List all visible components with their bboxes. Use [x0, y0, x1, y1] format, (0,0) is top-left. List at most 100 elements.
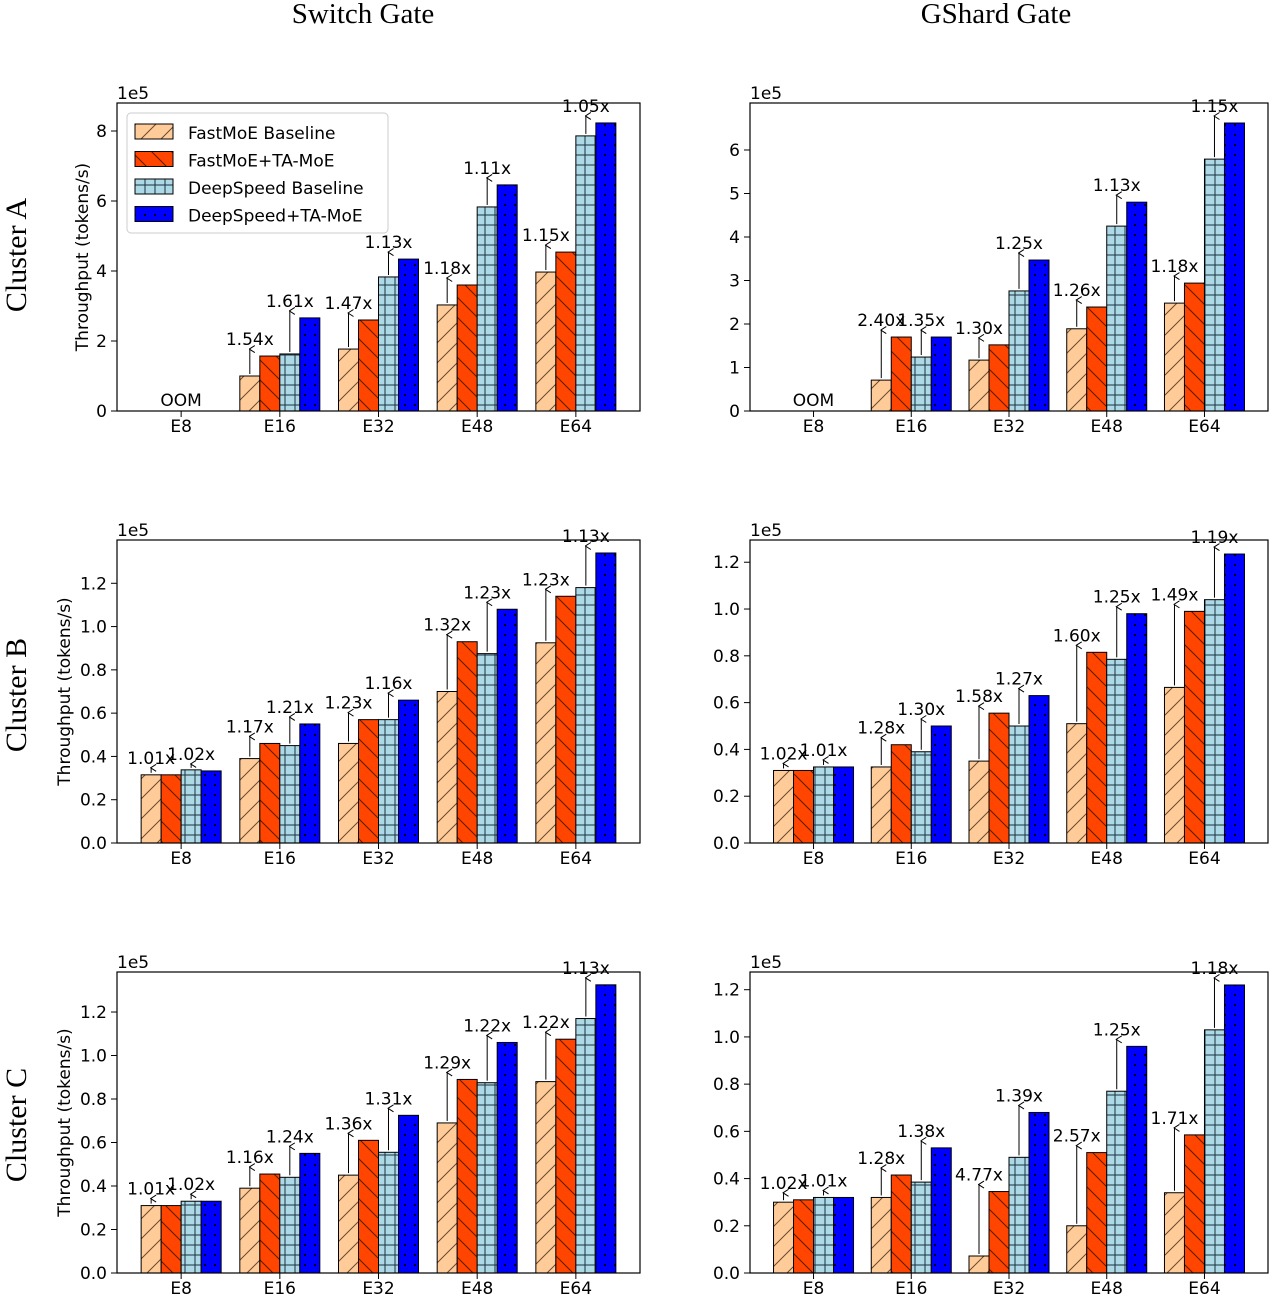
x-tick-label: E32 [362, 417, 394, 437]
bar-fastmoe-ta-moe-e48 [456, 284, 478, 412]
bar-fastmoe-baseline-e64 [535, 271, 557, 412]
offset-label: 1e5 [117, 84, 149, 104]
bar-deepspeed-ta-moe-e8 [200, 770, 222, 844]
bar-fastmoe-ta-moe-e48 [456, 641, 478, 844]
bar-fastmoe-ta-moe-e32 [988, 1191, 1010, 1274]
y-tick-label: 1.0 [80, 1047, 107, 1067]
x-tick-label: E8 [170, 417, 192, 437]
y-tick-label: 1.2 [713, 981, 740, 1001]
bar-deepspeed-baseline-e64 [1203, 158, 1225, 412]
speedup-label-fastmoe: 1.54x [226, 330, 274, 350]
y-tick-label: 0.6 [713, 694, 740, 714]
x-tick-label: E64 [1188, 1279, 1220, 1295]
speedup-label-fastmoe: 1.18x [1151, 257, 1199, 277]
x-tick-label: E48 [1091, 849, 1123, 869]
speedup-label-fastmoe: 1.02x [760, 744, 808, 764]
bar-deepspeed-ta-moe-e8 [833, 766, 855, 844]
bar-fastmoe-baseline-e48 [436, 691, 458, 844]
offset-label: 1e5 [117, 521, 149, 541]
bar-deepspeed-baseline-e64 [1203, 599, 1225, 844]
bar-deepspeed-ta-moe-e48 [1126, 1045, 1148, 1274]
bar-deepspeed-baseline-e16 [910, 356, 932, 412]
bar-fastmoe-ta-moe-e16 [259, 355, 281, 412]
x-tick-label: E32 [362, 1279, 394, 1295]
offset-label: 1e5 [750, 84, 782, 104]
y-tick-label: 0.8 [713, 647, 740, 667]
y-tick-label: 1.2 [80, 574, 107, 594]
bar-fastmoe-ta-moe-e64 [1183, 610, 1205, 844]
bar-fastmoe-ta-moe-e64 [555, 1038, 577, 1274]
bar-deepspeed-ta-moe-e16 [930, 725, 952, 844]
x-tick-label: E8 [803, 417, 825, 437]
subplot-6: 1.02x 1.28x 4.77x 2.57x 1.71x 1.01x 1.38x 1.39x… [713, 953, 1269, 1295]
bar-fastmoe-ta-moe-e16 [259, 742, 281, 844]
y-tick-label: 5 [729, 184, 740, 204]
speedup-label-deepspeed: 1.13x [562, 959, 610, 979]
speedup-label-fastmoe: 2.40x [857, 311, 905, 331]
bar-fastmoe-baseline-e32 [968, 359, 990, 412]
bar-fastmoe-ta-moe-e16 [890, 744, 912, 844]
speedup-label-deepspeed: 1.01x [800, 1171, 848, 1191]
bar-fastmoe-baseline-e48 [436, 304, 458, 412]
bar-deepspeed-baseline-e32 [1008, 290, 1030, 412]
svg-text:DeepSpeed Baseline: DeepSpeed Baseline [188, 179, 364, 199]
y-tick-label: 0.2 [80, 1221, 107, 1241]
bar-deepspeed-baseline-e64 [575, 1018, 597, 1274]
bar-deepspeed-baseline-e32 [1008, 1156, 1030, 1274]
speedup-label-fastmoe: 1.60x [1053, 626, 1101, 646]
svg-text:FastMoE Baseline: FastMoE Baseline [188, 124, 335, 144]
speedup-label-fastmoe: 1.49x [1151, 585, 1199, 605]
speedup-label-fastmoe: 4.77x [955, 1166, 1003, 1186]
x-tick-label: E8 [170, 1279, 192, 1295]
bar-fastmoe-ta-moe-e48 [1086, 651, 1108, 844]
speedup-label-deepspeed: 1.27x [995, 670, 1043, 690]
bar-fastmoe-baseline-e64 [1163, 302, 1185, 412]
oom-label: OOM [160, 391, 201, 411]
speedup-label-deepspeed: 1.02x [167, 1175, 215, 1195]
bar-fastmoe-baseline-e64 [1163, 686, 1185, 844]
bar-fastmoe-ta-moe-e48 [1086, 1152, 1108, 1274]
y-axis-label: Throughput (tokens/s) [55, 597, 75, 786]
y-tick-label: 2 [729, 315, 740, 335]
y-tick-label: 6 [96, 192, 107, 212]
bar-fastmoe-baseline-e48 [436, 1122, 458, 1274]
x-tick-label: E32 [993, 849, 1025, 869]
subplot-4: 1.02x 1.28x 1.58x 1.60x 1.49x 1.01x 1.30x 1.27x… [713, 521, 1269, 869]
bar-fastmoe-ta-moe-e32 [988, 344, 1010, 412]
speedup-label-fastmoe: 1.71x [1151, 1109, 1199, 1129]
bar-fastmoe-baseline-e8 [140, 774, 162, 844]
bar-deepspeed-ta-moe-e64 [595, 552, 617, 844]
y-tick-label: 8 [96, 122, 107, 142]
bar-fastmoe-ta-moe-e16 [259, 1173, 281, 1274]
bar-fastmoe-ta-moe-e8 [793, 769, 815, 844]
bar-fastmoe-baseline-e64 [535, 642, 557, 844]
y-tick-label: 4 [96, 262, 107, 282]
bar-fastmoe-ta-moe-e32 [358, 719, 379, 844]
x-tick-label: E64 [560, 1279, 592, 1295]
y-tick-label: 0.2 [713, 1217, 740, 1237]
bar-fastmoe-baseline-e32 [338, 1174, 359, 1274]
speedup-label-deepspeed: 1.16x [365, 674, 413, 694]
speedup-label-deepspeed: 1.25x [995, 234, 1043, 254]
bar-deepspeed-baseline-e48 [476, 1082, 498, 1274]
speedup-label-deepspeed: 1.21x [266, 698, 314, 718]
bar-deepspeed-ta-moe-e64 [1223, 984, 1245, 1274]
y-tick-label: 1.0 [713, 1028, 740, 1048]
speedup-label-deepspeed: 1.19x [1191, 528, 1239, 548]
speedup-label-deepspeed: 1.15x [1191, 97, 1239, 117]
speedup-label-fastmoe: 1.47x [325, 294, 373, 314]
speedup-label-deepspeed: 1.13x [1093, 176, 1141, 196]
subplot-5: 1.01x 1.16x 1.36x 1.29x 1.22x 1.02x 1.24x 1.31x… [55, 953, 641, 1295]
speedup-label-fastmoe: 1.28x [857, 1149, 905, 1169]
bar-fastmoe-baseline-e8 [773, 769, 795, 844]
speedup-label-fastmoe: 1.23x [325, 694, 373, 714]
bar-deepspeed-baseline-e32 [378, 1151, 399, 1274]
speedup-label-deepspeed: 1.24x [266, 1127, 314, 1147]
bar-deepspeed-baseline-e48 [1106, 1090, 1128, 1274]
bar-deepspeed-baseline-e64 [575, 587, 597, 844]
offset-label: 1e5 [750, 521, 782, 541]
y-tick-label: 2 [96, 332, 107, 352]
y-tick-label: 1 [729, 358, 740, 378]
x-tick-label: E16 [264, 1279, 296, 1295]
legend-item-fastmoe-baseline: FastMoE Baseline [134, 123, 335, 144]
